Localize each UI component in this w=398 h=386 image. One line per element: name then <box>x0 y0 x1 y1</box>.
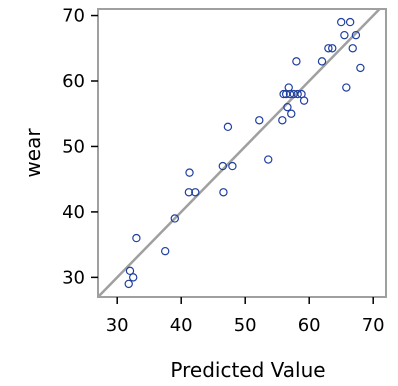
data-point <box>264 155 273 164</box>
data-point <box>342 83 351 92</box>
plot-frame-layer <box>97 8 387 298</box>
data-point <box>223 122 233 132</box>
data-point <box>293 89 302 99</box>
data-point <box>128 273 138 282</box>
data-point <box>124 279 133 289</box>
y-tick-label: 50 <box>62 136 85 157</box>
x-tick-label: 60 <box>298 315 321 336</box>
y-tick-label: 70 <box>62 6 85 27</box>
data-point <box>284 83 293 92</box>
data-point <box>228 161 237 171</box>
data-point <box>292 57 301 66</box>
x-axis-label: Predicted Value <box>170 358 325 382</box>
data-point <box>279 89 288 99</box>
data-point <box>184 188 194 197</box>
data-point <box>356 63 365 73</box>
data-point <box>278 116 287 125</box>
data-point <box>328 44 337 53</box>
data-point <box>191 188 200 197</box>
reference-line-layer <box>97 8 381 298</box>
x-tick-label: 30 <box>106 315 129 336</box>
data-point <box>340 30 349 40</box>
data-point <box>351 30 361 40</box>
data-point <box>170 214 179 223</box>
data-point <box>287 109 296 118</box>
x-tick-label: 40 <box>170 315 193 336</box>
y-axis-ticks: 30 40 50 60 70 <box>62 6 98 288</box>
data-point <box>255 116 264 125</box>
y-axis-label: wear <box>21 128 45 178</box>
y-tick-label: 30 <box>62 267 85 288</box>
data-point <box>132 233 141 243</box>
reference-line <box>97 8 381 298</box>
data-points-layer <box>124 17 365 289</box>
data-point <box>345 17 355 27</box>
data-point <box>317 57 327 66</box>
data-point <box>337 17 346 27</box>
data-point <box>125 266 135 276</box>
y-tick-label: 40 <box>62 202 85 223</box>
y-tick-label: 60 <box>62 71 85 92</box>
data-point <box>219 188 228 197</box>
data-point <box>283 102 292 112</box>
data-point <box>299 96 309 105</box>
x-tick-label: 50 <box>234 315 257 336</box>
data-point <box>324 44 333 53</box>
plot-frame <box>97 8 387 298</box>
data-point <box>185 168 194 177</box>
data-point <box>348 44 357 53</box>
x-tick-label: 70 <box>362 315 385 336</box>
x-axis-ticks: 30 40 50 60 70 <box>106 297 385 336</box>
data-point <box>218 161 227 171</box>
data-point <box>160 246 170 256</box>
